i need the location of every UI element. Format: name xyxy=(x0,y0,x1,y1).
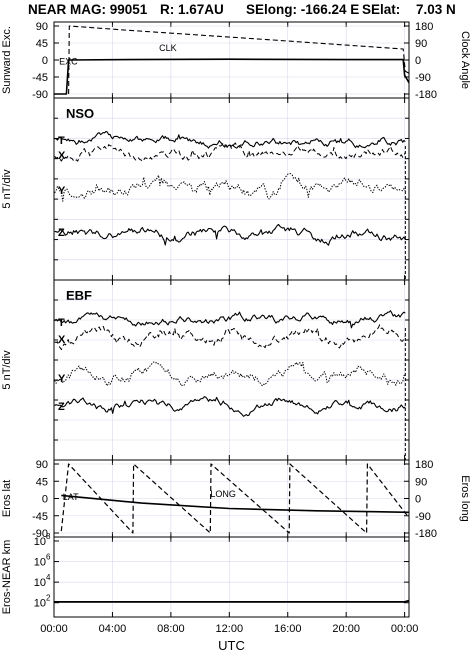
panel-title: NSO xyxy=(66,106,94,121)
series-t-line xyxy=(54,310,406,329)
panel-frame xyxy=(53,536,410,618)
series-label-y: Y xyxy=(58,373,66,385)
series-label-t: T xyxy=(58,135,65,147)
y-axis-label-right: Clock Angle xyxy=(459,31,471,89)
y-tick-label: 10 xyxy=(34,577,46,589)
series-label-x: X xyxy=(58,334,66,346)
series-x-line xyxy=(54,324,406,351)
series-label-lat: LAT xyxy=(63,492,79,502)
selong-label: SElong: -166.24 E xyxy=(246,2,360,17)
series-label-clk: CLK xyxy=(159,43,177,53)
x-axis-label: UTC xyxy=(218,638,245,653)
y-tick-label: 90 xyxy=(36,21,48,33)
y-tick-label: 10 xyxy=(34,557,46,569)
y-tick-label-right: 0 xyxy=(415,55,421,67)
series-y-line xyxy=(54,361,406,387)
series-exc-line xyxy=(54,58,410,95)
y-tick-label-right: 90 xyxy=(415,38,427,50)
y-tick-label: -45 xyxy=(32,72,48,84)
x-tick-label: 16:00 xyxy=(274,623,302,635)
series-label-y: Y xyxy=(58,185,66,197)
y-tick-label-right: 180 xyxy=(415,459,433,471)
y-axis-label-left: Eros lat xyxy=(1,480,13,517)
y-tick-label-right: 0 xyxy=(415,494,421,506)
y-axis-label: Eros-NEAR km xyxy=(1,540,13,615)
y-tick-label-right: -180 xyxy=(415,89,437,101)
y-tick-label-exponent: 4 xyxy=(46,573,51,582)
y-tick-label-right: -90 xyxy=(415,72,431,84)
series-z-line xyxy=(54,223,406,246)
y-tick-label: -90 xyxy=(32,89,48,101)
y-tick-label: 0 xyxy=(42,55,48,67)
y-tick-label-right: 90 xyxy=(415,476,427,488)
selat-value: 7.03 N xyxy=(416,2,456,17)
y-tick-label-right: 180 xyxy=(415,21,433,33)
series-y-line xyxy=(54,172,406,202)
y-tick-label: 10 xyxy=(34,598,46,610)
x-tick-label: 08:00 xyxy=(157,623,185,635)
series-label-z: Z xyxy=(58,227,65,239)
x-tick-label: 12:00 xyxy=(216,623,244,635)
y-tick-label: 90 xyxy=(36,459,48,471)
x-tick-label: 20:00 xyxy=(332,623,360,635)
series-z-line xyxy=(54,396,406,417)
series-label-x: X xyxy=(58,150,66,162)
radius-label: R: 1.67AU xyxy=(160,2,224,17)
selat-label: SElat: xyxy=(362,2,401,17)
y-tick-label: -45 xyxy=(32,511,48,523)
series-distance-line xyxy=(54,599,410,603)
y-axis-label-right: Eros long xyxy=(459,475,471,521)
y-axis-label: 5 nT/div xyxy=(1,350,13,390)
x-tick-label: 04:00 xyxy=(99,623,127,635)
mission-label: NEAR MAG: 99051 xyxy=(28,2,148,17)
series-clk-line xyxy=(68,25,410,95)
x-tick-label: 00:00 xyxy=(391,623,419,635)
y-tick-label-right: -180 xyxy=(415,528,437,540)
y-tick-label: 45 xyxy=(36,476,48,488)
panel-title: EBF xyxy=(66,288,92,303)
series-long-line xyxy=(60,463,410,534)
figure-header: NEAR MAG: 99051 R: 1.67AU SElong: -166.2… xyxy=(0,2,474,22)
y-tick-label-exponent: 2 xyxy=(46,594,51,603)
x-tick-label: 00:00 xyxy=(40,623,68,635)
y-tick-label-exponent: 8 xyxy=(46,532,51,541)
panel-frame xyxy=(53,279,410,461)
series-label-t: T xyxy=(58,317,65,329)
series-x-line xyxy=(54,142,406,162)
y-tick-label-exponent: 6 xyxy=(46,553,51,562)
y-tick-label: 45 xyxy=(36,38,48,50)
y-tick-label: -90 xyxy=(32,528,48,540)
y-tick-label: 0 xyxy=(42,494,48,506)
y-tick-label-right: -90 xyxy=(415,511,431,523)
y-axis-label-left: Sunward Exc. xyxy=(1,26,13,94)
y-axis-label: 5 nT/div xyxy=(1,169,13,209)
series-label-exc: EXC xyxy=(59,57,78,67)
series-lat-line xyxy=(61,494,410,514)
series-label-long: LONG xyxy=(210,489,236,499)
series-label-z: Z xyxy=(58,401,65,413)
y-tick-label: 10 xyxy=(34,536,46,548)
